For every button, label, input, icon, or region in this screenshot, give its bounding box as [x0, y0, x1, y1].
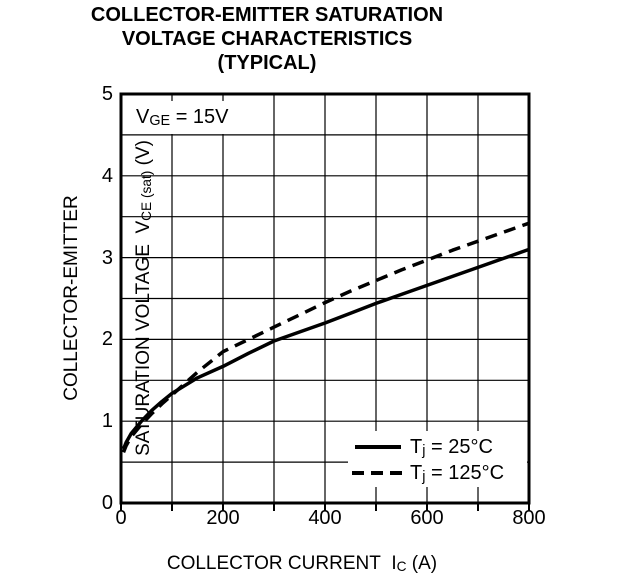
annotation-box	[124, 101, 268, 134]
x-tick-label: 600	[410, 507, 444, 529]
annotation-value: = 15V	[170, 106, 229, 128]
x-axis-title: COLLECTOR CURRENT IC (A)	[102, 552, 502, 577]
legend-symbol: T	[410, 462, 423, 484]
legend-label-125c: Tj = 125°C	[410, 460, 504, 488]
y-axis-title-text: SATURATION VOLTAGE V	[133, 220, 154, 456]
y-tick-label: 3	[101, 246, 113, 269]
legend-subscript: j	[422, 443, 426, 459]
annotation-symbol: V	[136, 106, 150, 128]
y-tick-label: 5	[101, 83, 113, 105]
y-axis-title-line1: COLLECTOR-EMITTER	[61, 195, 82, 401]
y-tick-label: 0	[101, 492, 113, 514]
y-tick-label: 2	[101, 328, 113, 351]
y-tick-label: 1	[101, 410, 113, 433]
curve-tj-125c	[121, 221, 530, 453]
x-axis-title-text: COLLECTOR CURRENT I	[166, 553, 397, 574]
gate-voltage-annotation: VGE = 15V	[136, 103, 229, 133]
legend-symbol: T	[410, 436, 423, 458]
x-axis-title-unit: (A)	[406, 553, 438, 574]
y-tick-label: 4	[101, 164, 113, 187]
x-tick-label: 800	[512, 507, 546, 529]
y-axis-title: COLLECTOR-EMITTER SATURATION VOLTAGE VCE…	[12, 83, 154, 513]
y-axis-title-unit: (V)	[133, 140, 154, 171]
y-axis-title-line2: SATURATION VOLTAGE VCE (sat) (V)	[132, 83, 157, 513]
x-tick-label: 200	[206, 507, 240, 529]
y-axis-title-subscript: CE (sat)	[139, 170, 154, 221]
legend-subscript: j	[422, 469, 426, 485]
x-axis-title-subscript: C	[396, 559, 407, 574]
legend-value: = 125°C	[425, 462, 505, 484]
legend-value: = 25°C	[425, 436, 493, 458]
curve-tj-25c	[121, 247, 530, 450]
annotation-subscript: GE	[149, 113, 171, 129]
legend-box	[348, 431, 527, 487]
legend-label-25c: Tj = 25°C	[410, 434, 493, 462]
chart-title-line1: COLLECTOR-EMITTER SATURATION	[90, 4, 444, 26]
chart-title: COLLECTOR-EMITTER SATURATION VOLTAGE CHA…	[0, 3, 534, 75]
x-tick-label: 0	[115, 507, 127, 529]
chart-title-line2: VOLTAGE CHARACTERISTICS	[121, 28, 413, 50]
chart-title-line3: (TYPICAL)	[217, 52, 317, 74]
x-tick-label: 400	[308, 507, 342, 529]
